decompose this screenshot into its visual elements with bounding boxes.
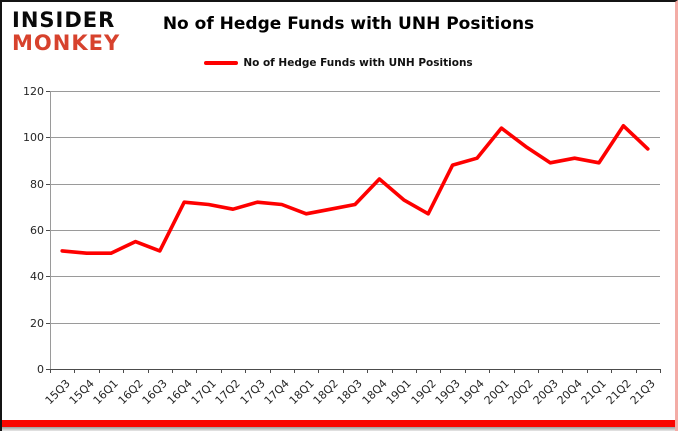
logo-text-monkey: MONKEY [12, 31, 121, 55]
bottom-red-border [2, 420, 675, 427]
y-axis-label: 60 [30, 223, 44, 237]
y-axis-label: 120 [23, 84, 44, 98]
y-axis-label: 40 [30, 269, 44, 283]
y-axis-label: 80 [30, 177, 44, 191]
y-axis-label: 100 [23, 130, 44, 144]
logo-text-insider: INSIDER [12, 8, 116, 32]
series-line [60, 124, 650, 255]
insider-monkey-logo: INSIDER MONKEY [12, 9, 120, 55]
y-axis-label: 0 [37, 362, 44, 376]
legend-label: No of Hedge Funds with UNH Positions [243, 57, 473, 69]
y-axis-label: 20 [30, 316, 44, 330]
bottom-shadow [2, 427, 675, 431]
chart-title: No of Hedge Funds with UNH Positions [162, 14, 535, 34]
legend-line-swatch [204, 61, 239, 65]
legend: No of Hedge Funds with UNH Positions [2, 56, 675, 70]
